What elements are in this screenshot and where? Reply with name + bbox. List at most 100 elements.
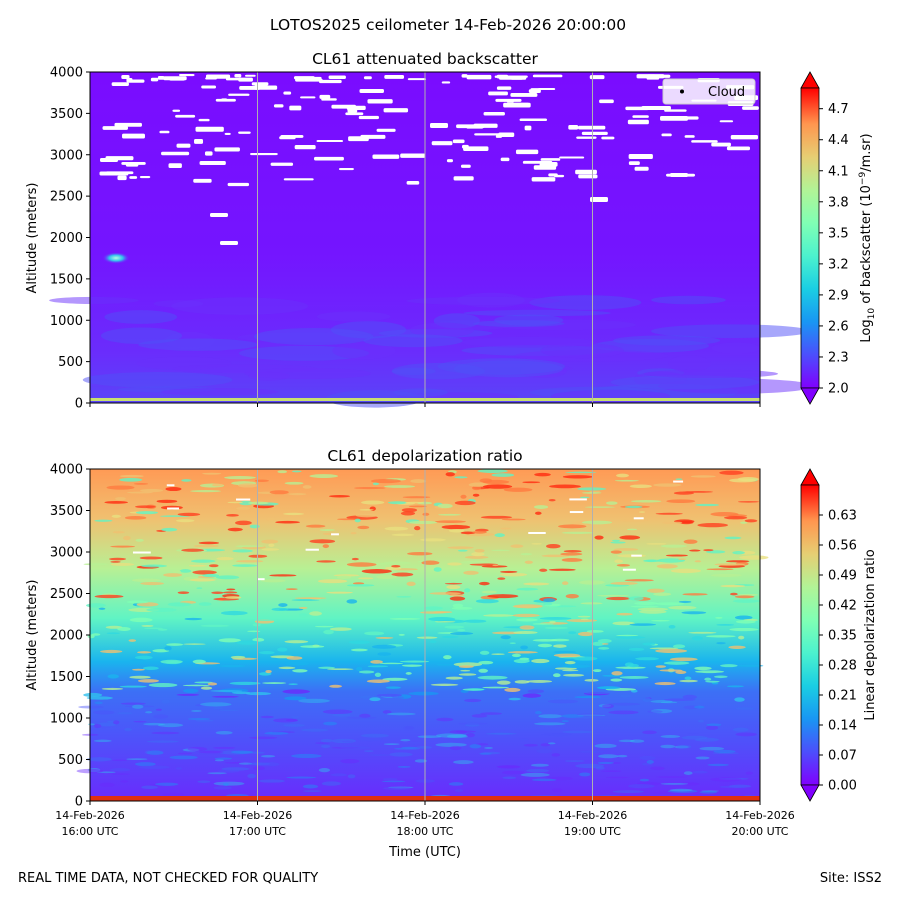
texture-streak — [536, 749, 553, 754]
texture-streak — [261, 539, 279, 544]
cloud-mask-patch — [100, 158, 118, 162]
texture-streak — [601, 643, 609, 645]
cloud-mask-patch — [251, 82, 269, 86]
texture-streak — [500, 635, 511, 640]
texture-streak — [236, 640, 260, 645]
texture-streak — [260, 579, 286, 583]
texture-streak — [582, 492, 602, 494]
texture-streak — [465, 722, 480, 727]
texture-streak — [688, 549, 701, 552]
texture-streak — [291, 470, 302, 473]
texture-streak — [496, 765, 520, 768]
texture-streak — [227, 501, 243, 504]
texture-streak — [630, 605, 659, 608]
cloud-mask-patch — [199, 161, 226, 166]
texture-streak — [428, 616, 456, 622]
texture-streak — [611, 671, 623, 676]
cloud-mask-patch — [283, 178, 314, 181]
texture-streak — [576, 713, 604, 717]
cloud-mask-patch — [168, 163, 182, 168]
texture-streak — [577, 631, 594, 637]
texture-streak — [531, 658, 550, 664]
cloud-mask-patch — [257, 578, 265, 581]
texture-streak — [695, 756, 710, 760]
texture-streak — [405, 726, 414, 730]
texture-streak — [369, 697, 381, 702]
texture-streak — [458, 665, 474, 668]
texture-streak — [198, 602, 212, 606]
texture-streak — [532, 623, 554, 625]
texture-streak — [111, 773, 130, 775]
cloud-mask-patch — [294, 144, 316, 150]
texture-wisp — [711, 342, 761, 354]
texture-streak — [561, 664, 591, 668]
texture-streak — [511, 653, 521, 658]
texture-streak — [316, 560, 336, 563]
texture-streak — [402, 664, 423, 667]
texture-streak — [447, 562, 462, 566]
cloud-mask-patch — [522, 160, 553, 164]
cloud-mask-patch — [627, 119, 649, 125]
texture-streak — [162, 792, 185, 797]
cloud-mask-patch — [599, 99, 614, 104]
texture-streak — [216, 557, 234, 561]
texture-streak — [710, 573, 742, 577]
texture-streak — [492, 564, 499, 567]
texture-streak — [627, 663, 639, 668]
texture-streak — [194, 681, 213, 684]
texture-streak — [83, 692, 103, 698]
colorbar-tick-label: 2.9 — [828, 288, 849, 303]
texture-streak — [131, 578, 162, 583]
texture-streak — [579, 772, 591, 777]
y-tick-label: 2000 — [50, 231, 83, 246]
texture-streak — [704, 677, 712, 681]
texture-streak — [172, 570, 181, 573]
texture-streak — [140, 488, 164, 493]
y-tick-label: 500 — [58, 355, 83, 370]
texture-streak — [727, 685, 744, 688]
texture-streak — [388, 786, 414, 789]
texture-streak — [491, 653, 505, 656]
texture-streak — [261, 548, 280, 551]
texture-streak — [639, 511, 646, 513]
texture-streak — [738, 501, 759, 503]
texture-streak — [562, 673, 585, 677]
texture-streak — [497, 765, 521, 769]
texture-streak — [644, 616, 665, 620]
texture-streak — [320, 744, 331, 748]
texture-streak — [320, 738, 333, 743]
texture-streak — [541, 554, 570, 558]
texture-streak — [239, 500, 253, 506]
texture-streak — [562, 657, 580, 659]
texture-streak — [526, 769, 550, 773]
texture-wisp — [651, 295, 726, 305]
texture-streak — [278, 666, 296, 670]
colorbar-tick-label: 0.00 — [828, 779, 857, 794]
texture-streak — [406, 581, 416, 587]
backscatter-gridlines — [257, 72, 593, 403]
texture-streak — [353, 486, 386, 490]
texture-streak — [356, 666, 363, 671]
backscatter-ylabel: Altitude (meters) — [25, 183, 40, 294]
texture-streak — [630, 500, 662, 503]
texture-streak — [336, 575, 352, 579]
texture-streak — [619, 535, 641, 540]
texture-streak — [524, 560, 533, 564]
texture-streak — [619, 519, 649, 522]
texture-streak — [407, 551, 433, 556]
texture-streak — [584, 506, 616, 508]
texture-streak — [539, 568, 548, 572]
texture-streak — [217, 769, 240, 773]
texture-streak — [441, 524, 471, 530]
texture-streak — [97, 726, 111, 729]
cloud-mask-patch — [495, 98, 522, 102]
texture-streak — [326, 591, 353, 594]
texture-streak — [314, 625, 334, 628]
texture-streak — [140, 581, 164, 586]
texture-streak — [238, 762, 253, 765]
texture-streak — [198, 750, 224, 754]
texture-streak — [235, 545, 265, 548]
cloud-mask-patch — [321, 98, 337, 101]
cloud-mask-patch — [347, 109, 358, 113]
cloud-mask-patch — [178, 74, 195, 77]
